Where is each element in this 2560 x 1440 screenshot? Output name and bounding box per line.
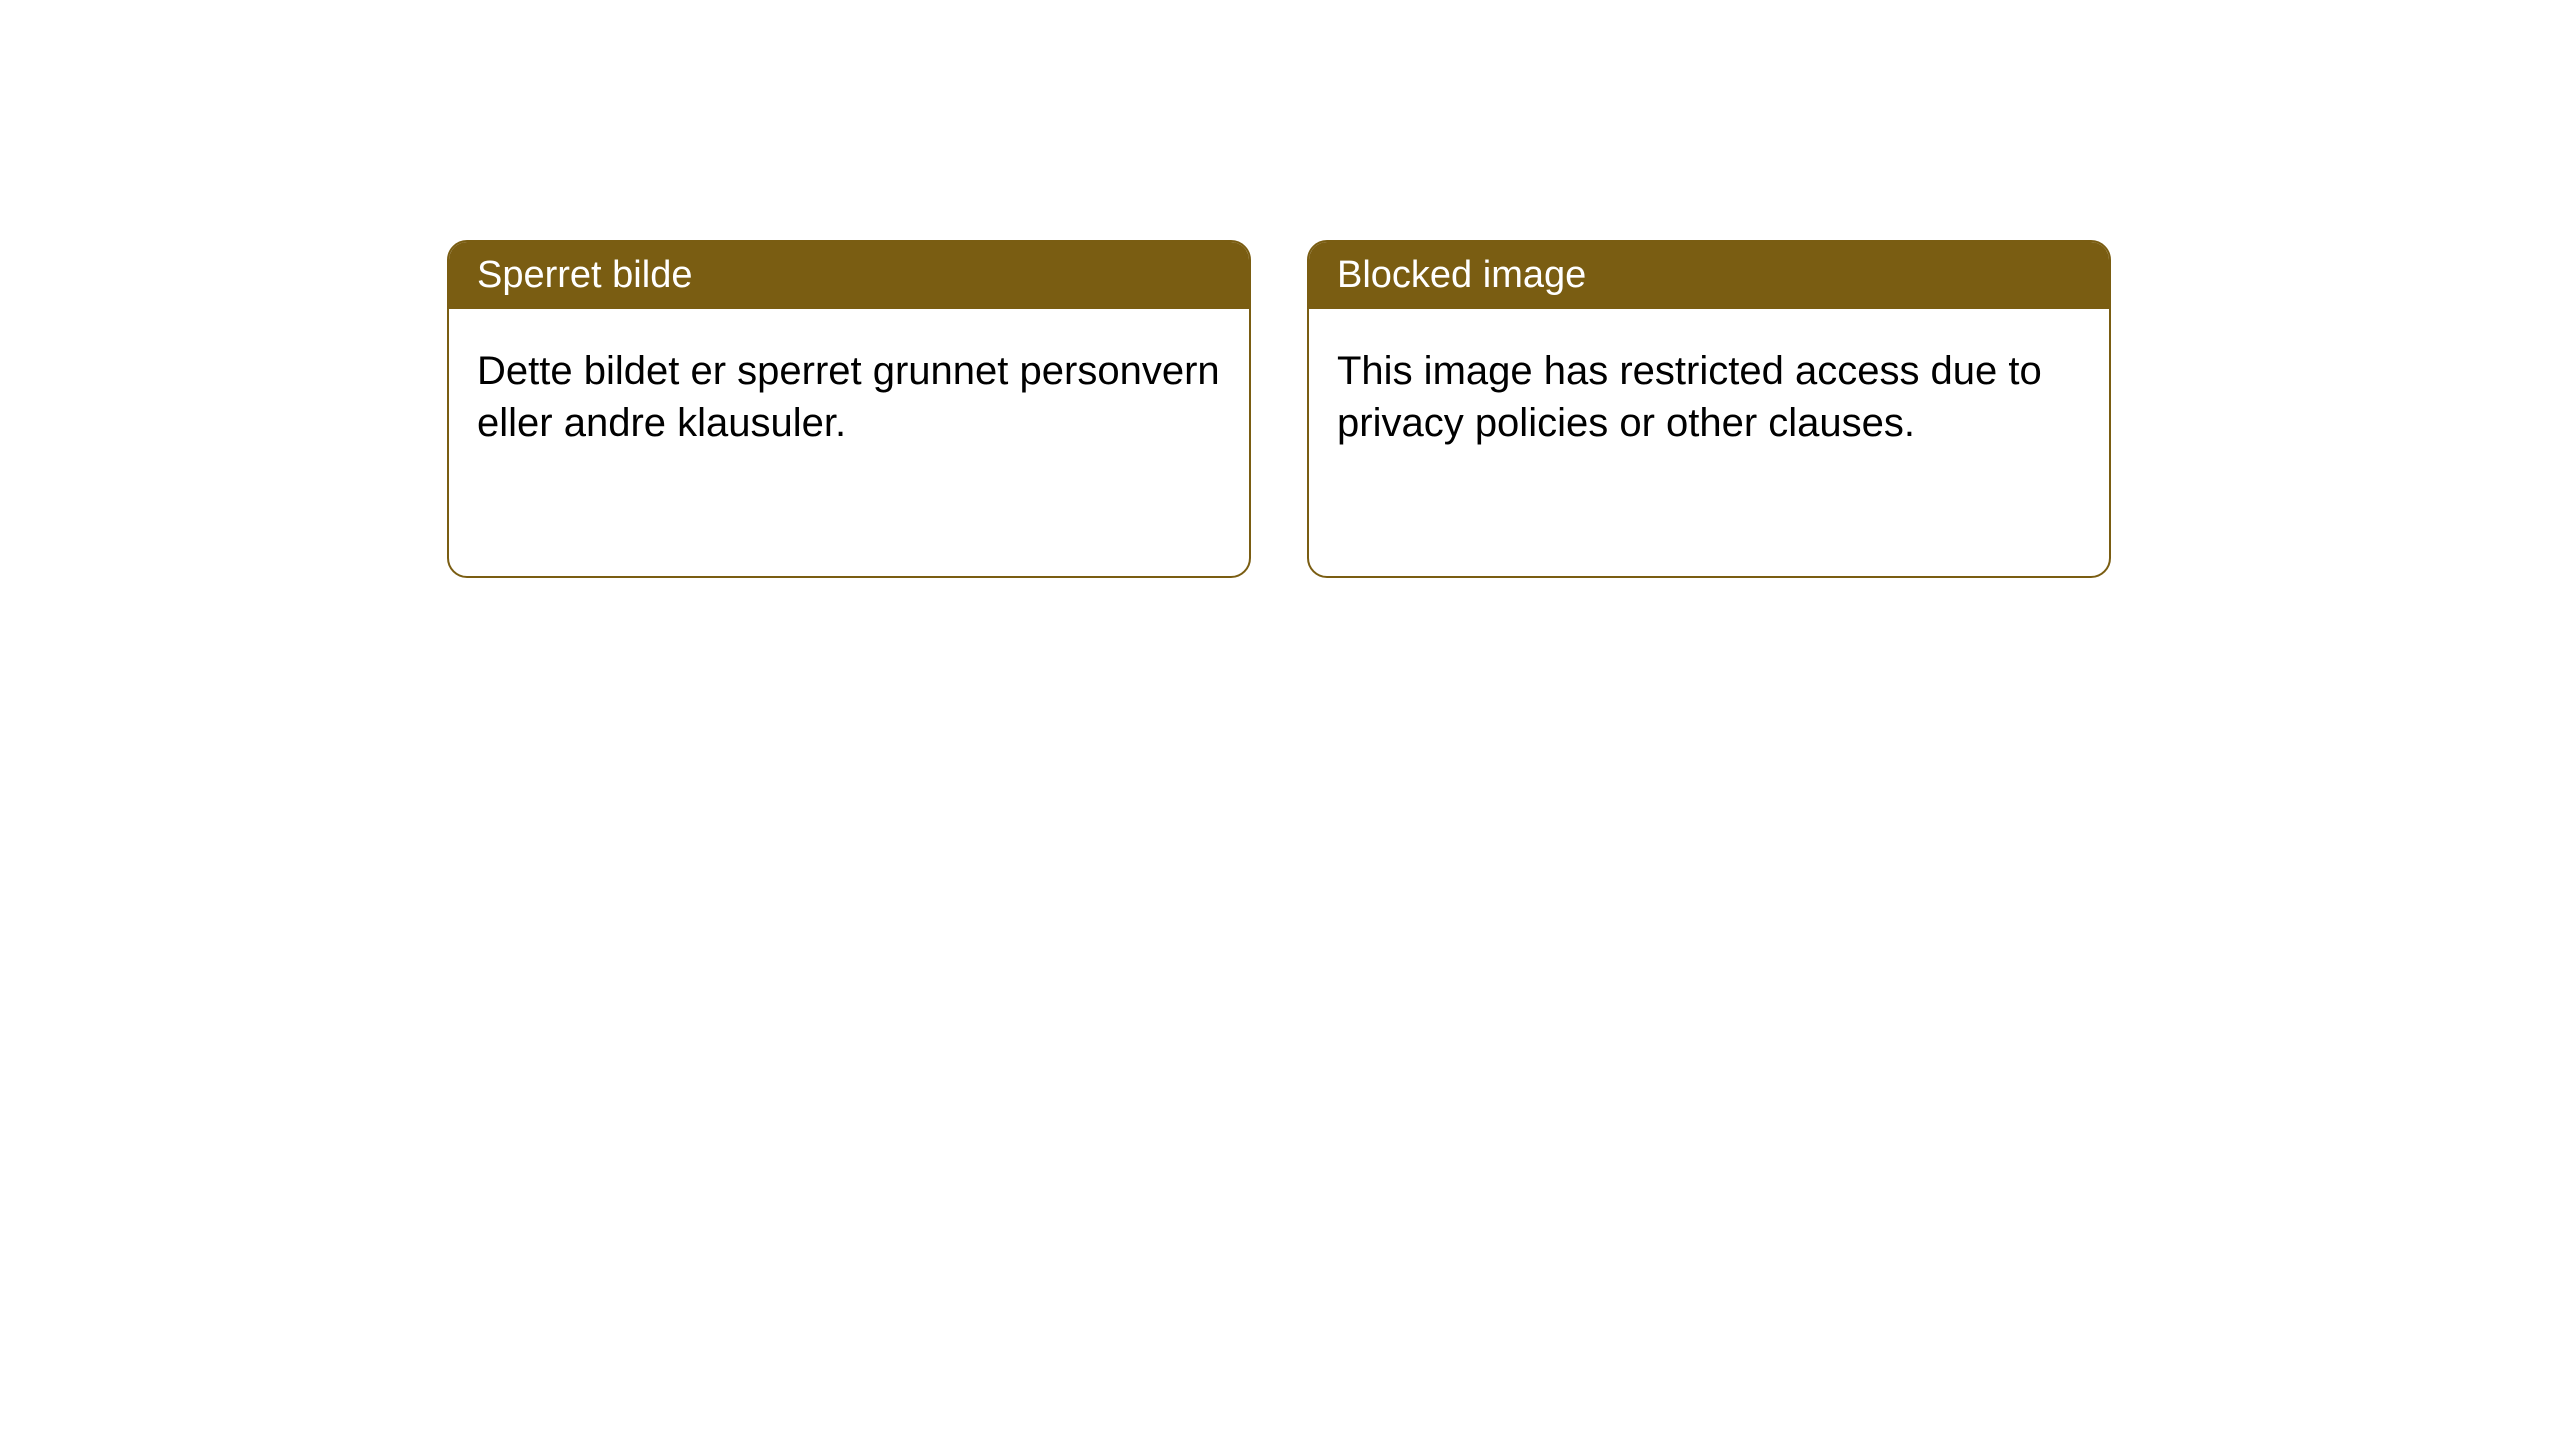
card-title: Sperret bilde [477,254,692,296]
card-title: Blocked image [1337,254,1586,296]
card-header: Sperret bilde [449,242,1249,309]
card-header: Blocked image [1309,242,2109,309]
notice-card-norwegian: Sperret bilde Dette bildet er sperret gr… [447,240,1251,578]
card-body-text: Dette bildet er sperret grunnet personve… [477,349,1220,445]
card-body: Dette bildet er sperret grunnet personve… [449,309,1249,485]
notice-cards-container: Sperret bilde Dette bildet er sperret gr… [447,240,2111,578]
card-body-text: This image has restricted access due to … [1337,349,2042,445]
notice-card-english: Blocked image This image has restricted … [1307,240,2111,578]
card-body: This image has restricted access due to … [1309,309,2109,485]
